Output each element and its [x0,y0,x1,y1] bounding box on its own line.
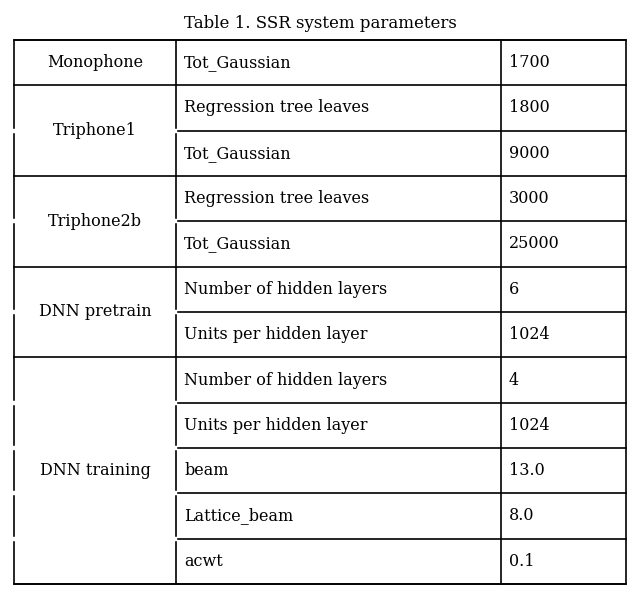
Text: 0.1: 0.1 [509,553,534,570]
Text: 4: 4 [509,371,518,389]
Text: Table 1. SSR system parameters: Table 1. SSR system parameters [184,15,456,32]
Text: 1024: 1024 [509,326,549,343]
Text: Monophone: Monophone [47,54,143,71]
Text: 1024: 1024 [509,417,549,434]
Text: Number of hidden layers: Number of hidden layers [184,371,387,389]
Text: Tot_Gaussian: Tot_Gaussian [184,145,292,162]
Text: 1700: 1700 [509,54,549,71]
Text: 3000: 3000 [509,190,549,207]
Text: DNN pretrain: DNN pretrain [39,304,152,321]
Text: Tot_Gaussian: Tot_Gaussian [184,54,292,71]
Text: Units per hidden layer: Units per hidden layer [184,417,367,434]
Text: 25000: 25000 [509,236,559,252]
Text: 8.0: 8.0 [509,508,534,524]
Text: Triphone2b: Triphone2b [48,213,142,230]
Text: acwt: acwt [184,553,223,570]
Text: DNN training: DNN training [40,462,150,479]
Text: 9000: 9000 [509,145,549,162]
Text: 1800: 1800 [509,99,549,117]
Text: Triphone1: Triphone1 [53,122,137,139]
Text: 6: 6 [509,281,519,298]
Text: Number of hidden layers: Number of hidden layers [184,281,387,298]
Text: Tot_Gaussian: Tot_Gaussian [184,236,292,252]
Text: 13.0: 13.0 [509,462,544,479]
Text: Units per hidden layer: Units per hidden layer [184,326,367,343]
Text: Regression tree leaves: Regression tree leaves [184,99,369,117]
Text: beam: beam [184,462,228,479]
Text: Regression tree leaves: Regression tree leaves [184,190,369,207]
Text: Lattice_beam: Lattice_beam [184,508,293,524]
